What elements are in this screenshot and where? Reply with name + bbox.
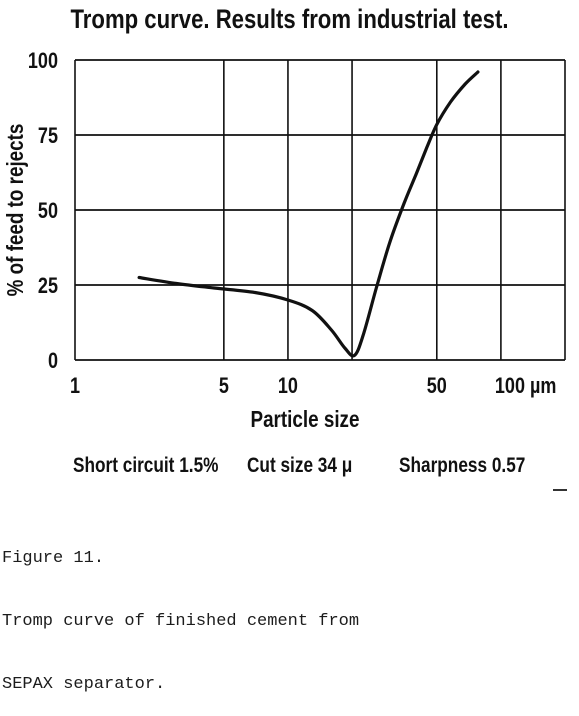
- chart: 0 25 50 75 100 1 5 10 50 100 µm Particle size % of …: [0, 0, 579, 470]
- axis-labels: 0 25 50 75 100 1 5 10 50 100 µm Particle size % of …: [3, 49, 556, 432]
- y-tick-label: 100: [28, 49, 58, 73]
- caption-line-2: Tromp curve of finished cement from: [2, 611, 577, 632]
- chart-svg: 0 25 50 75 100 1 5 10 50 100 µm Particle size % of …: [0, 0, 579, 470]
- caption-line-1: Figure 11.: [2, 548, 577, 569]
- x-tick-label: 100 µm: [495, 374, 557, 398]
- x-tick-label: 1: [70, 374, 80, 398]
- y-tick-label: 0: [48, 349, 58, 373]
- y-tick-label: 75: [38, 124, 58, 148]
- sharpness-stat: Sharpness 0.57: [399, 454, 525, 478]
- cut-size-stat: Cut size 34 μ: [247, 454, 352, 478]
- series-layer: [139, 72, 478, 356]
- tromp-curve: [139, 72, 478, 356]
- grid-layer: [75, 60, 565, 360]
- short-circuit-stat: Short circuit 1.5%: [73, 454, 218, 478]
- x-axis-label: Particle size: [251, 407, 360, 432]
- y-tick-label: 50: [38, 199, 58, 223]
- stats-line: Short circuit 1.5% Cut size 34 μ Sharpne…: [73, 454, 543, 484]
- chart-title: Tromp curve. Results from industrial tes…: [52, 4, 527, 35]
- x-tick-label: 5: [219, 374, 229, 398]
- figure-caption: Figure 11. Tromp curve of finished cemen…: [2, 506, 577, 716]
- y-tick-label: 25: [38, 274, 58, 298]
- dash-mark: [553, 489, 567, 491]
- x-tick-label: 50: [427, 374, 447, 398]
- x-tick-label: 10: [278, 374, 298, 398]
- caption-line-3: SEPAX separator.: [2, 674, 577, 695]
- y-axis-label: % of feed to rejects: [3, 124, 28, 297]
